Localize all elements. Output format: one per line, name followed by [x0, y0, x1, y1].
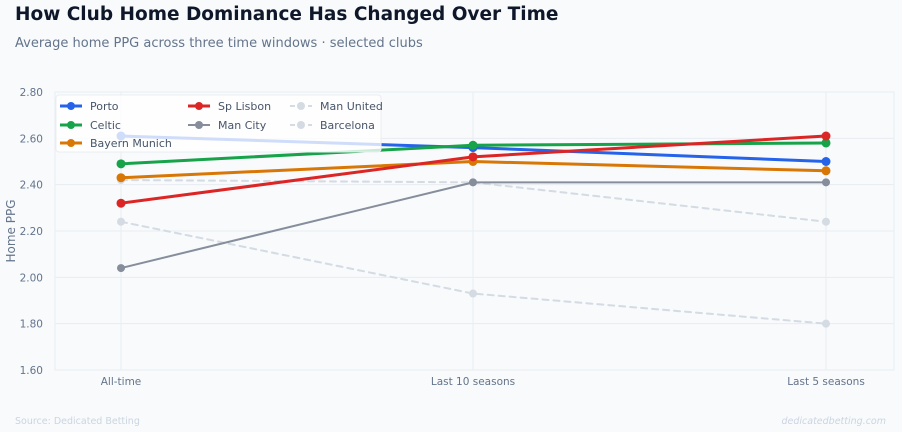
data-point-barcelona — [469, 289, 477, 298]
data-point-celtic — [468, 140, 478, 150]
site-credit: dedicatedbetting.com — [781, 416, 886, 427]
series-line-barcelona — [120, 220, 827, 325]
data-point-sp-lisbon — [468, 152, 478, 162]
y-tick-label: 1.80 — [20, 319, 43, 331]
y-tick-label: 2.20 — [20, 226, 43, 238]
legend-marker-barcelona — [297, 121, 305, 129]
source-note: Source: Dedicated Betting — [15, 416, 140, 427]
data-point-barcelona — [822, 319, 830, 328]
y-tick-label: 1.60 — [20, 365, 43, 377]
data-point-man-united — [822, 217, 830, 226]
data-point-sp-lisbon — [821, 131, 831, 141]
data-point-sp-lisbon — [116, 198, 126, 208]
data-point-man-city — [117, 264, 125, 273]
legend-label-celtic: Celtic — [90, 119, 121, 132]
x-tick-label: Last 5 seasons — [787, 376, 865, 388]
legend-label-sp-lisbon: Sp Lisbon — [218, 100, 271, 113]
chart-subtitle: Average home PPG across three time windo… — [15, 36, 423, 51]
legend: Porto Celtic Bayern Munich Sp Lisbon Man Cit… — [55, 94, 383, 153]
data-point-man-city — [469, 178, 477, 187]
y-tick-label: 2.60 — [20, 133, 43, 145]
data-point-bayern-munich — [116, 173, 126, 183]
legend-marker-man-united — [297, 102, 305, 110]
axis-layer: 1.60 1.80 2.00 2.20 2.40 2.60 2.80 All-time Last… — [4, 87, 865, 388]
legend-marker-bayern-munich — [67, 139, 75, 147]
y-tick-label: 2.80 — [20, 87, 43, 99]
data-point-barcelona — [117, 217, 125, 226]
y-tick-label: 2.00 — [20, 272, 43, 284]
x-tick-label: Last 10 seasons — [431, 376, 515, 388]
legend-marker-man-city — [195, 121, 203, 129]
legend-marker-sp-lisbon — [195, 102, 203, 110]
legend-marker-porto — [67, 102, 75, 110]
y-tick-label: 2.40 — [20, 180, 43, 192]
y-axis-label: Home PPG — [4, 199, 18, 262]
legend-marker-celtic — [67, 121, 75, 129]
data-point-man-city — [822, 178, 830, 187]
data-point-celtic — [116, 159, 126, 169]
legend-label-barcelona: Barcelona — [320, 119, 375, 132]
legend-label-porto: Porto — [90, 100, 119, 113]
data-point-bayern-munich — [821, 166, 831, 176]
legend-label-man-city: Man City — [218, 119, 267, 132]
data-point-celtic — [821, 138, 831, 148]
x-tick-label: All-time — [101, 376, 142, 388]
legend-label-man-united: Man United — [320, 100, 383, 113]
series-layer — [116, 131, 831, 328]
data-point-porto — [821, 157, 831, 166]
legend-label-bayern-munich: Bayern Munich — [90, 137, 172, 150]
chart-title: How Club Home Dominance Has Changed Over… — [15, 4, 559, 25]
